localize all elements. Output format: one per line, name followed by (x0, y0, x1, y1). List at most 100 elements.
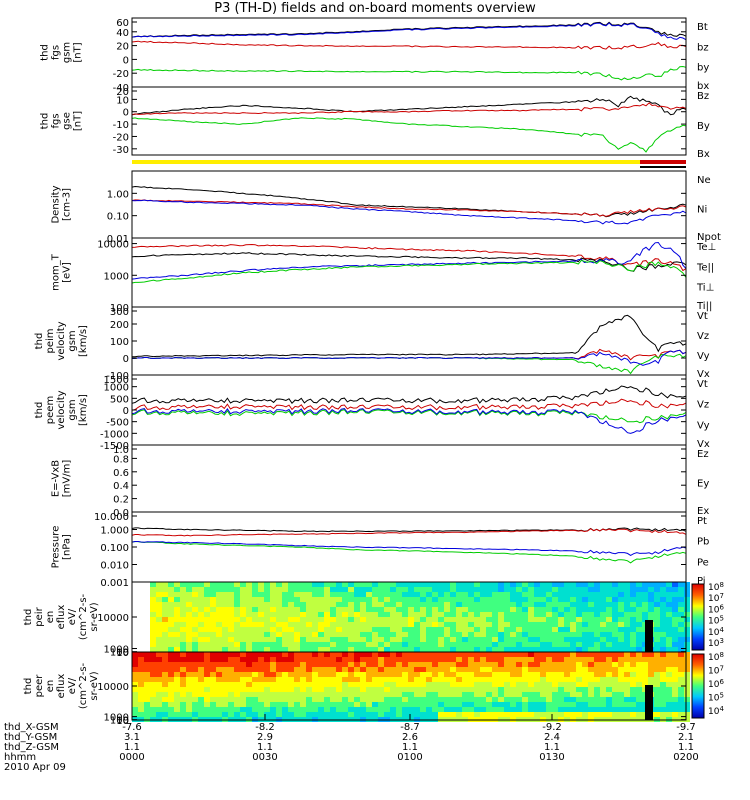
y-axis-label: E=-VxB [mV/m] (51, 460, 73, 498)
svg-text:thd: thd (23, 609, 34, 626)
y-tick-label: 0 (123, 55, 129, 66)
colorbar-tick: 107 (708, 592, 724, 604)
y-tick-label: 1500 (104, 375, 129, 386)
y-tick-label: -500 (106, 418, 129, 429)
legend-Vx: Vx (697, 369, 710, 380)
legend-Ti||: Ti|| (696, 301, 712, 312)
series-Vz (131, 398, 687, 411)
series-Pt (131, 527, 687, 533)
y-tick-label: 0 (123, 406, 129, 417)
legend-Vz: Vz (697, 331, 709, 342)
colorbar (692, 654, 704, 718)
y-tick-label: -10 (113, 120, 129, 131)
colorbar-tick: 107 (708, 665, 724, 677)
series-By (131, 117, 687, 153)
legend-Ne: Ne (697, 175, 711, 186)
legend-Pi: Pi (697, 576, 706, 587)
y-tick-label: 10000 (97, 613, 129, 624)
colorbar-tick: 105 (708, 692, 724, 704)
y-tick-label: 1000 (104, 713, 129, 724)
legend-Te||: Te|| (696, 262, 714, 273)
y-tick-label: -1000 (100, 429, 129, 440)
svg-text:[eV]: [eV] (62, 262, 73, 283)
y-tick-label: 60 (116, 18, 129, 29)
svg-text:[nPa]: [nPa] (62, 534, 73, 560)
legend-Te⊥: Te⊥ (696, 242, 716, 253)
footer-labels: thd_X-GSM thd_Y-GSM thd_Z-GSM hhmm 2010 … (4, 722, 66, 773)
series-Pe (131, 540, 687, 564)
y-tick-label: 20 (116, 87, 129, 98)
svg-text:[cm-3]: [cm-3] (62, 188, 73, 221)
y-tick-label: 500 (110, 394, 129, 405)
svg-text:eflux: eflux (56, 605, 67, 630)
series-Ti⊥ (131, 241, 687, 280)
y-tick-label: 1000 (104, 645, 129, 656)
colorbar-tick: 108 (708, 651, 724, 663)
y-axis-label: thd fgs gsm [nT] (40, 42, 84, 63)
panel-1: 2010 0-10-20 -30 thd fgs gse [nT] Bz By Bx (40, 86, 710, 160)
legend-Vx: Vx (697, 439, 710, 450)
colorbar-tick: 103 (708, 637, 724, 649)
y-tick-label: 0.001 (100, 578, 129, 589)
y-axis-label: thd peem velocity gsm [km/s] (34, 390, 89, 429)
footer-column: -9.7 2.1 1.1 0200 (673, 722, 699, 763)
y-tick-label: 0.01 (107, 234, 129, 245)
y-axis-label: thd peer en eflux eV/(cm^2-s-sr-eV) (23, 662, 100, 709)
svg-text:mom_T: mom_T (51, 253, 62, 291)
y-tick-label: -40 (113, 83, 129, 94)
colorbar-tick: 105 (708, 615, 724, 627)
svg-text:thd: thd (23, 678, 34, 695)
panel-4: 300 200 100 0 -100 thd peim velocity gsm [km/s] Vt… (34, 306, 710, 382)
y-tick-label: 300 (110, 307, 129, 318)
footer-column: -7.6 3.1 1.1 0000 (119, 722, 145, 763)
y-tick-label: -1500 (100, 441, 129, 452)
y-tick-label: 0.2 (113, 495, 129, 506)
panel-6: 1.00.8 0.6 0.4 0.2 0.0 E=-VxB [mV/m] Ez Ey Ex (51, 444, 709, 519)
legend-Bt: Bt (697, 22, 708, 33)
series-Pb (131, 528, 687, 537)
svg-text:thd: thd (40, 44, 51, 61)
series-by (131, 65, 687, 81)
y-axis-label: thd peir en eflux eV/(cm^2-s-sr-eV) (23, 593, 100, 640)
series-black (131, 95, 687, 116)
y-tick-label: 100 (110, 716, 129, 727)
series-Pi (131, 541, 687, 556)
y-tick-label: 20 (116, 42, 129, 53)
legend-Pt: Pt (697, 516, 707, 527)
svg-text:eflux: eflux (56, 674, 67, 699)
series-Vy (131, 353, 687, 375)
colorbar-tick: 104 (708, 626, 724, 638)
svg-text:E=-VxB: E=-VxB (51, 460, 62, 497)
y-tick-label: 0.0 (113, 508, 129, 519)
plot-frame (131, 86, 687, 156)
plot-frame (131, 170, 687, 239)
y-tick-label: 100 (110, 303, 129, 314)
data-gap (645, 620, 653, 652)
svg-text:gsm: gsm (67, 330, 78, 351)
legend-bz: bz (697, 42, 709, 53)
svg-text:thd: thd (34, 333, 45, 350)
legend-Ti⊥: Ti⊥ (696, 283, 714, 294)
svg-text:eV/: eV/ (67, 608, 78, 625)
svg-text:[nT]: [nT] (73, 111, 84, 131)
y-tick-label: 10 (116, 716, 129, 727)
legend-Ex: Ex (697, 506, 709, 517)
y-tick-label: 1.0 (113, 445, 129, 456)
y-tick-label: 10 (116, 648, 129, 659)
series-Te|| (131, 252, 687, 272)
y-tick-label: 10.000 (94, 512, 129, 523)
y-tick-label: 10000 (97, 682, 129, 693)
svg-text:[mV/m]: [mV/m] (62, 460, 73, 498)
svg-text:gse: gse (62, 112, 73, 130)
chart-title: P3 (TH-D) fields and on-board moments ov… (214, 1, 536, 16)
svg-text:Pressure: Pressure (51, 526, 62, 569)
y-tick-label: 0.6 (113, 468, 129, 479)
y-tick-label: 1.00 (107, 189, 129, 200)
legend-Npot: Npot (697, 232, 721, 243)
svg-text:[nT]: [nT] (73, 42, 84, 62)
svg-text:(cm^2-s-: (cm^2-s- (78, 593, 89, 640)
series-bx (131, 22, 687, 41)
footer-column: -8.2 2.9 1.1 0030 (252, 722, 278, 763)
